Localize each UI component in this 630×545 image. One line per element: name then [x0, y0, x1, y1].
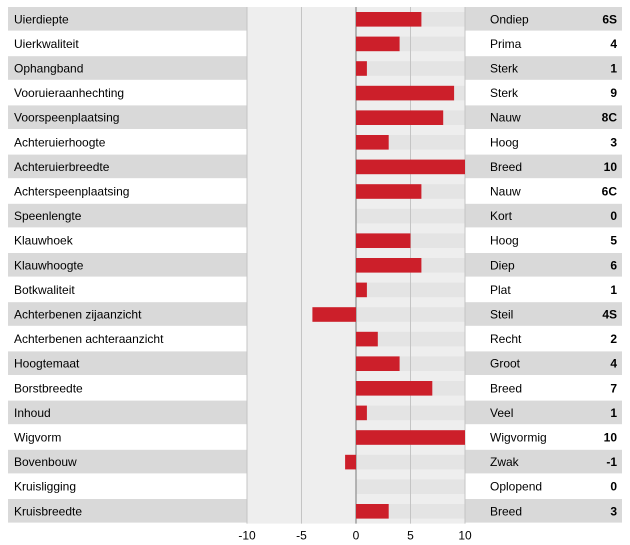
trait-label: Kruisligging [14, 480, 76, 494]
bar [356, 430, 465, 445]
trait-label: Inhoud [14, 406, 51, 420]
trait-descriptor: Breed [490, 160, 522, 174]
trait-descriptor: Prima [490, 37, 522, 51]
trait-label: Speenlengte [14, 209, 82, 223]
x-tick-label: 0 [353, 529, 360, 543]
bar [356, 356, 400, 371]
trait-score: -1 [606, 455, 617, 469]
trait-descriptor: Wigvormig [490, 431, 547, 445]
trait-label: Uierdiepte [14, 12, 69, 26]
bar [356, 282, 367, 298]
bar [356, 184, 422, 199]
trait-score: 6 [610, 258, 617, 272]
trait-score: 10 [604, 431, 618, 445]
bars [312, 12, 465, 519]
trait-descriptor: Hoog [490, 135, 519, 149]
trait-score: 5 [610, 234, 617, 248]
bar [345, 454, 356, 470]
trait-score: 4 [610, 357, 617, 371]
trait-label: Borstbreedte [14, 381, 83, 395]
trait-score: 1 [610, 283, 617, 297]
x-tick-label: 5 [407, 529, 414, 543]
trait-label: Kruisbreedte [14, 504, 82, 518]
trait-score: 3 [610, 135, 617, 149]
bar [356, 110, 444, 125]
bar [356, 381, 433, 396]
trait-score: 1 [610, 62, 617, 76]
x-tick-label: -5 [296, 529, 307, 543]
x-axis: -10 -5 0 5 10 [238, 529, 472, 543]
bar [356, 135, 389, 150]
bar [312, 307, 356, 322]
trait-descriptor: Hoog [490, 234, 519, 248]
trait-descriptor: Oplopend [490, 480, 542, 494]
trait-score: 8C [602, 111, 618, 125]
bar [356, 504, 389, 519]
trait-label: Achteruierhoogte [14, 135, 106, 149]
trait-label: Achterspeenplaatsing [14, 185, 129, 199]
trait-score: 3 [610, 504, 617, 518]
trait-descriptor: Zwak [490, 455, 520, 469]
trait-descriptor: Groot [490, 357, 521, 371]
trait-label: Hoogtemaat [14, 357, 80, 371]
trait-descriptor: Nauw [490, 185, 521, 199]
trait-descriptor: Recht [490, 332, 522, 346]
trait-descriptor: Breed [490, 504, 522, 518]
trait-label: Achterbenen achteraanzicht [14, 332, 164, 346]
bar [356, 12, 422, 27]
trait-score: 10 [604, 160, 618, 174]
x-tick-label: 10 [458, 529, 472, 543]
trait-descriptor: Veel [490, 406, 513, 420]
trait-descriptor: Steil [490, 308, 513, 322]
trait-score: 4 [610, 37, 617, 51]
trait-descriptor: Breed [490, 381, 522, 395]
trait-label: Achteruierbreedte [14, 160, 110, 174]
x-tick-label: -10 [238, 529, 256, 543]
bar [356, 85, 455, 101]
trait-label: Wigvorm [14, 431, 61, 445]
trait-label: Achterbenen zijaanzicht [14, 308, 142, 322]
trait-descriptor: Plat [490, 283, 511, 297]
trait-label: Klauwhoogte [14, 258, 84, 272]
trait-score: 6S [602, 12, 617, 26]
trait-score: 1 [610, 406, 617, 420]
trait-label: Vooruieraanhechting [14, 86, 124, 100]
bar [356, 159, 465, 175]
trait-score: 7 [610, 381, 617, 395]
trait-descriptor: Ondiep [490, 12, 529, 26]
trait-score: 0 [610, 480, 617, 494]
trait-label: Voorspeenplaatsing [14, 111, 119, 125]
trait-descriptor: Nauw [490, 111, 521, 125]
trait-label: Uierkwaliteit [14, 37, 79, 51]
trait-score: 4S [602, 308, 617, 322]
trait-score: 6C [602, 185, 618, 199]
trait-label: Bovenbouw [14, 455, 77, 469]
trait-score: 9 [610, 86, 617, 100]
bar [356, 405, 367, 421]
trait-label: Botkwaliteit [14, 283, 75, 297]
trait-label: Ophangband [14, 62, 83, 76]
trait-descriptor: Diep [490, 258, 515, 272]
trait-score: 0 [610, 209, 617, 223]
row-labels: Uierdiepte Ondiep 6S Uierkwaliteit Prima 4 Oph… [14, 12, 617, 518]
trait-descriptor: Kort [490, 209, 513, 223]
bar [356, 36, 400, 52]
bar [356, 331, 378, 347]
trait-score: 2 [610, 332, 617, 346]
trait-label: Klauwhoek [14, 234, 74, 248]
bar [356, 233, 411, 248]
bar [356, 258, 422, 273]
trait-descriptor: Sterk [490, 86, 519, 100]
trait-descriptor: Sterk [490, 62, 519, 76]
bar [356, 61, 367, 76]
